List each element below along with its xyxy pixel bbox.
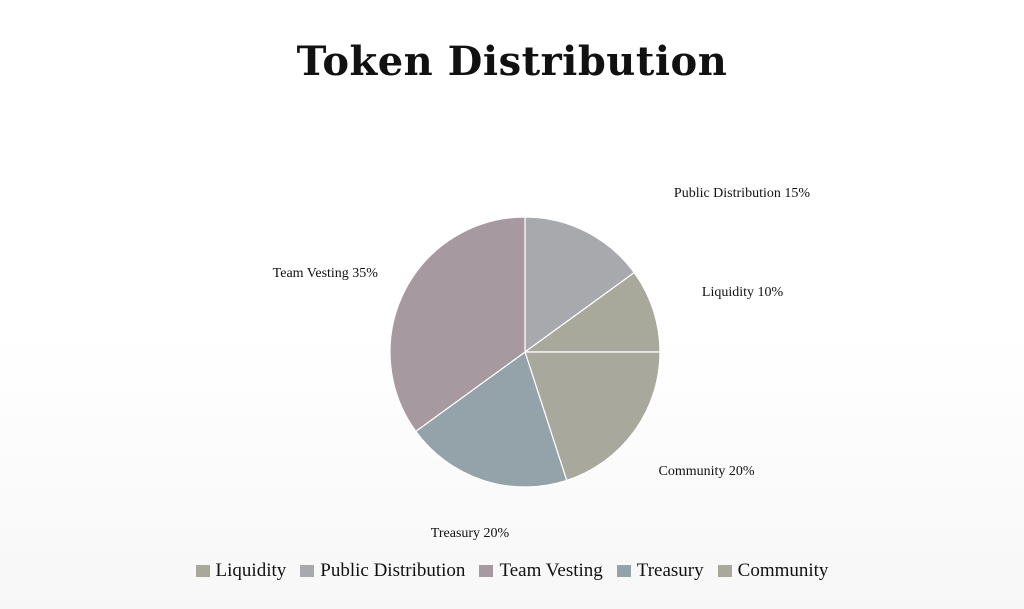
- legend-item-liquidity[interactable]: Liquidity: [195, 560, 287, 582]
- pie-label-liquidity: Liquidity 10%: [702, 285, 784, 300]
- legend-item-team-vesting[interactable]: Team Vesting: [479, 560, 603, 582]
- legend-swatch: [717, 565, 732, 577]
- pie-slice-community: [524, 351, 661, 482]
- legend-swatch: [300, 565, 315, 577]
- legend-item-treasury[interactable]: Treasury: [616, 560, 704, 582]
- legend-swatch: [479, 565, 494, 577]
- legend-label: Liquidity: [215, 560, 287, 581]
- legend-label: Public Distribution: [320, 560, 466, 581]
- pie-label-treasury: Treasury 20%: [431, 526, 510, 541]
- legend-item-public-distribution[interactable]: Public Distribution: [300, 560, 465, 582]
- legend-item-community[interactable]: Community: [717, 560, 829, 582]
- pie-label-community: Community 20%: [658, 464, 754, 479]
- pie-label-team-vesting: Team Vesting 35%: [273, 266, 379, 281]
- pie-slice-treasury: [414, 351, 568, 488]
- legend-swatch: [616, 565, 631, 577]
- pie-slice-team-vesting: [389, 216, 526, 433]
- chart-legend: Liquidity Public Distribution Team Vesting…: [0, 560, 1024, 582]
- pie-labels: Public Distribution 15% Liquidity 10% Comm…: [273, 186, 811, 541]
- pie-label-public-distribution: Public Distribution 15%: [674, 186, 810, 201]
- pie-slice-public-distribution: [524, 216, 636, 354]
- legend-label: Team Vesting: [499, 560, 603, 581]
- pie-slices: [389, 216, 661, 488]
- pie-slice-liquidity: [523, 271, 661, 353]
- legend-label: Community: [737, 560, 829, 581]
- chart-title: Token Distribution: [296, 38, 728, 85]
- legend-swatch: [195, 565, 210, 577]
- legend-label: Treasury: [636, 560, 704, 581]
